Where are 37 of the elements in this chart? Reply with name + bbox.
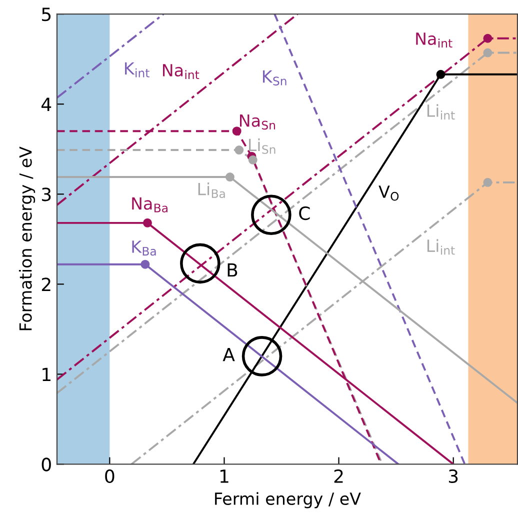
point <box>436 70 446 79</box>
x-tick-label: 0 <box>105 469 114 484</box>
y-tick-label: 0 <box>42 458 51 472</box>
series-label: Li$_{Ba}$ <box>198 182 225 198</box>
x-axis-title: Fermi energy / eV <box>215 492 361 508</box>
series-label: Li$_{int}$ <box>427 239 455 255</box>
y-axis-title: Formation energy / eV <box>18 146 36 330</box>
series-label: Na$_{int}$ <box>163 64 200 80</box>
series-label: K$_{Ba}$ <box>132 240 156 256</box>
point <box>483 48 492 58</box>
series-label: Na$_{Ba}$ <box>132 197 168 212</box>
annotation: B <box>228 263 238 277</box>
x-tick-label: 3 <box>448 469 458 484</box>
point <box>142 218 152 228</box>
series-label: Na$_{Sn}$ <box>240 114 276 130</box>
point <box>234 146 244 155</box>
point <box>248 155 258 164</box>
y-tick-label: 3 <box>42 188 51 202</box>
point <box>483 178 492 187</box>
annotation: C <box>299 206 310 220</box>
series-label: Na$_{int}$ <box>416 32 452 48</box>
series-label: K$_{int}$ <box>125 62 150 78</box>
series-label: Li$_{int}$ <box>427 104 455 120</box>
y-tick-label: 4 <box>42 98 52 111</box>
point <box>225 172 234 182</box>
series-label: V$_{O}$ <box>378 186 399 201</box>
y-tick-label: 1 <box>42 368 50 382</box>
annotation: A <box>222 348 235 362</box>
point <box>232 126 242 136</box>
x-tick-label: 1 <box>220 470 228 483</box>
y-tick-label: 2 <box>42 278 50 292</box>
x-tick-label: 2 <box>334 469 343 483</box>
point <box>140 260 150 269</box>
y-tick-label: 5 <box>42 8 51 22</box>
point <box>483 34 492 43</box>
series-label: Li$_{Sn}$ <box>249 138 276 154</box>
series-label: K$_{Sn}$ <box>263 70 286 86</box>
